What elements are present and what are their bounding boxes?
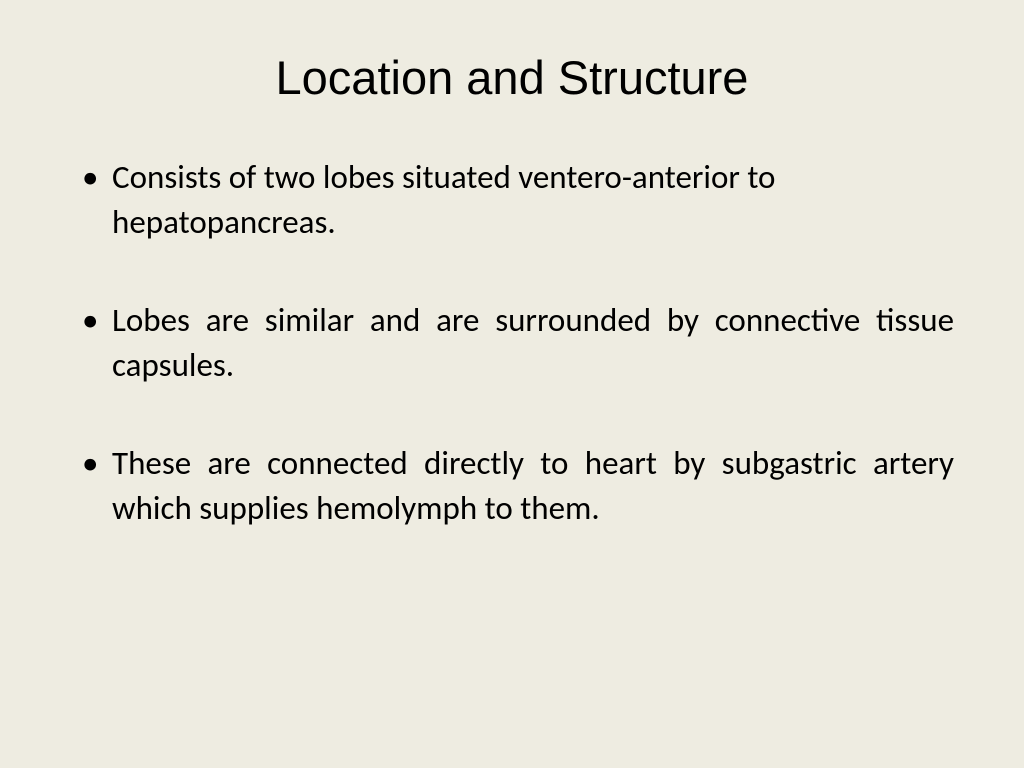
bullet-list: Consists of two lobes situated ventero-a…: [70, 155, 954, 530]
list-item: Lobes are similar and are surrounded by …: [70, 298, 954, 387]
slide-title: Location and Structure: [70, 50, 954, 105]
slide-container: Location and Structure Consists of two l…: [0, 0, 1024, 768]
list-item: These are connected directly to heart by…: [70, 441, 954, 530]
list-item: Consists of two lobes situated ventero-a…: [70, 155, 954, 244]
